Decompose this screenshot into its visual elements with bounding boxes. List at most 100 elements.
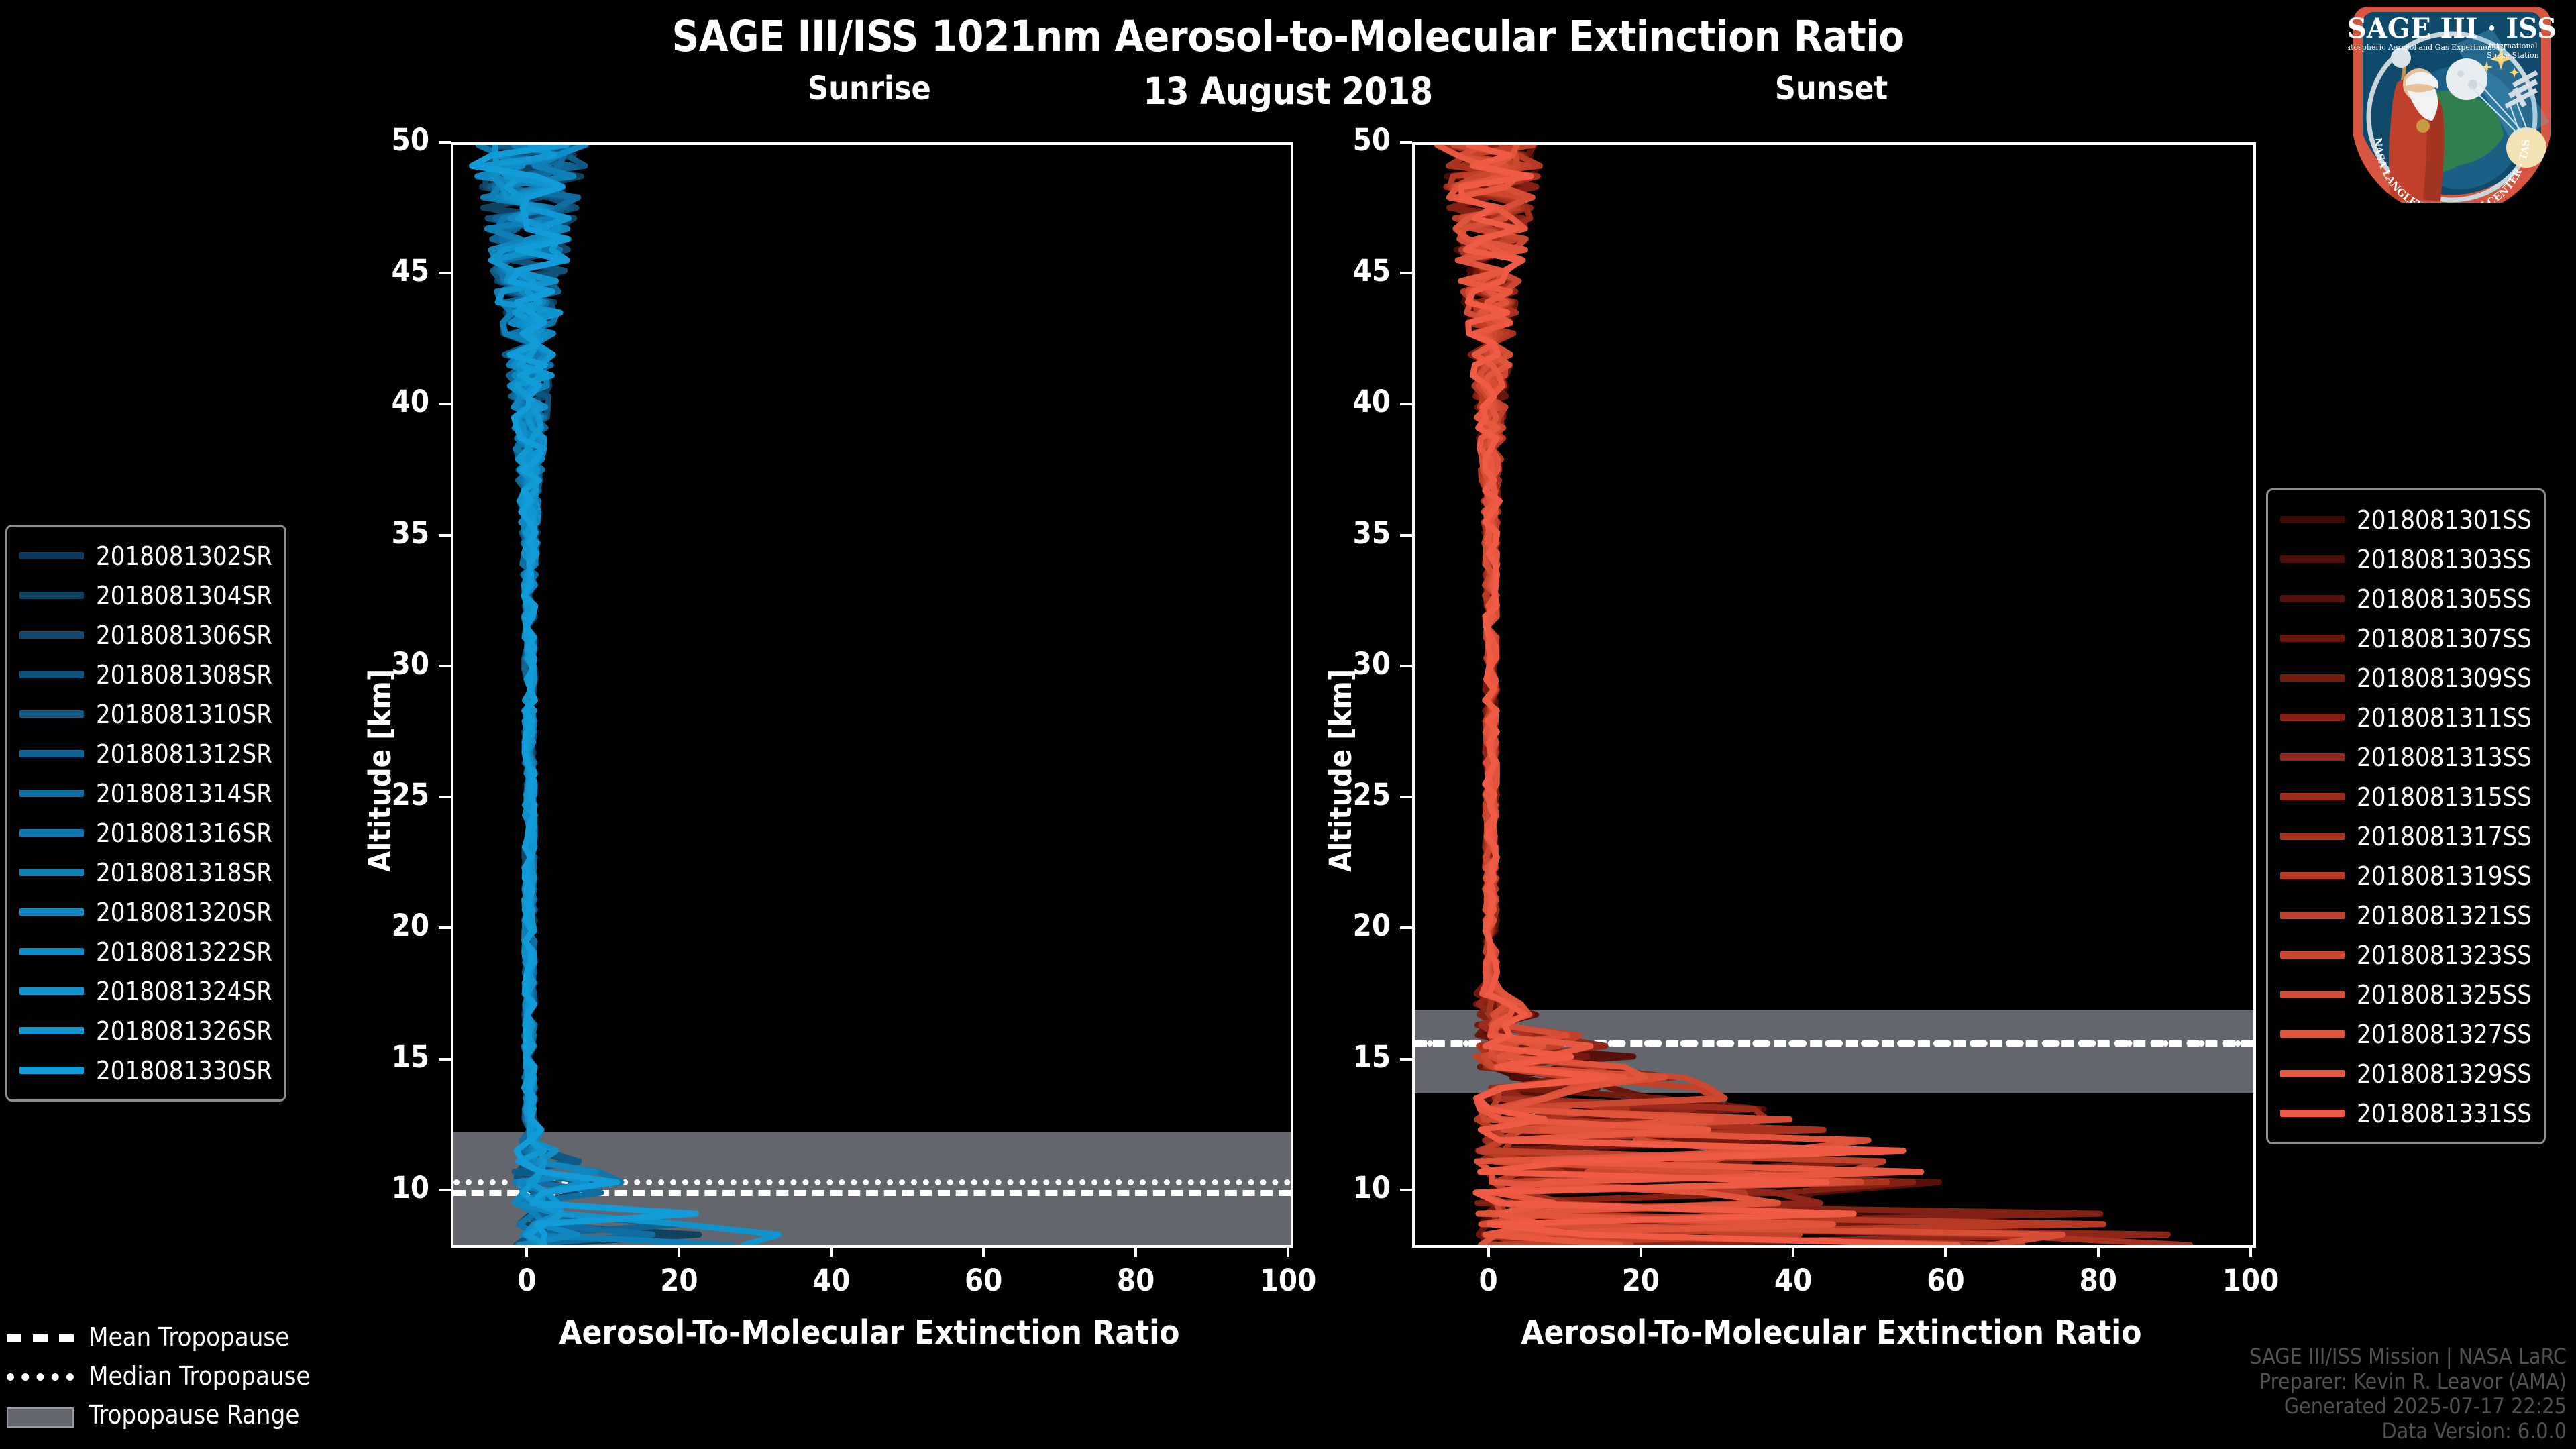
- legend-item[interactable]: 2018081303SS: [2280, 539, 2532, 579]
- legend-item-label: 2018081317SS: [2357, 821, 2532, 851]
- legend-item[interactable]: 2018081311SS: [2280, 698, 2532, 737]
- legend-item[interactable]: 2018081312SR: [19, 734, 272, 773]
- y-tick-mark: [439, 402, 451, 406]
- legend-item-label: 2018081322SR: [96, 936, 272, 967]
- legend-color-swatch: [19, 671, 84, 678]
- legend-item-label: 2018081323SS: [2357, 940, 2532, 970]
- legend-item[interactable]: 2018081304SR: [19, 576, 272, 615]
- legend-item[interactable]: 2018081318SR: [19, 853, 272, 892]
- legend-item[interactable]: 2018081308SR: [19, 655, 272, 694]
- legend-color-swatch: [2280, 1030, 2345, 1038]
- legend-item[interactable]: 2018081325SS: [2280, 975, 2532, 1014]
- legend-color-swatch: [19, 750, 84, 757]
- patch-title: SAGE III · ISS: [2348, 13, 2556, 44]
- tropopause-legend-item[interactable]: Mean Tropopause: [7, 1318, 310, 1356]
- x-tick-mark: [678, 1245, 681, 1257]
- y-tick-label: 10: [391, 1169, 429, 1205]
- legend-item-label: 2018081305SS: [2357, 584, 2532, 614]
- x-tick-mark: [1639, 1245, 1642, 1257]
- legend-item-label: 2018081310SR: [96, 699, 272, 729]
- y-tick-mark: [439, 926, 451, 930]
- x-tick-label: 40: [1774, 1263, 1813, 1298]
- y-tick-mark: [439, 533, 451, 537]
- x-tick-mark: [1487, 1245, 1490, 1257]
- footer-line-generated: Generated 2025-07-17 22:25: [2284, 1393, 2567, 1419]
- y-tick-mark: [1400, 533, 1412, 537]
- legend-color-swatch: [2280, 872, 2345, 879]
- y-tick-mark: [439, 796, 451, 799]
- footer-line-mission: SAGE III/ISS Mission | NASA LaRC: [2249, 1344, 2567, 1369]
- legend-item[interactable]: 2018081330SR: [19, 1051, 272, 1090]
- mean-tropopause-swatch: [7, 1331, 74, 1343]
- legend-color-swatch: [2280, 991, 2345, 998]
- x-tick-label: 20: [1621, 1263, 1660, 1298]
- legend-color-swatch: [19, 552, 84, 559]
- y-tick-mark: [1400, 926, 1412, 930]
- y-tick-label: 50: [391, 122, 429, 158]
- legend-color-swatch: [2280, 951, 2345, 959]
- legend-item[interactable]: 2018081301SS: [2280, 500, 2532, 539]
- patch-subtitle-right-2: Space Station: [2487, 51, 2538, 60]
- legend-item[interactable]: 2018081314SR: [19, 773, 272, 813]
- y-tick-label: 45: [391, 253, 429, 289]
- legend-color-swatch: [19, 790, 84, 797]
- x-tick-label: 60: [965, 1263, 1003, 1298]
- legend-item-label: 2018081301SS: [2357, 504, 2532, 535]
- legend-item[interactable]: 2018081331SS: [2280, 1093, 2532, 1133]
- legend-item[interactable]: 2018081315SS: [2280, 777, 2532, 816]
- y-tick-label: 35: [391, 515, 429, 551]
- legend-item[interactable]: 2018081307SS: [2280, 619, 2532, 658]
- profile-line: [469, 145, 699, 1245]
- tropopause-legend-item[interactable]: Median Tropopause: [7, 1356, 310, 1395]
- median-tropopause-line-sunrise: [453, 1179, 1291, 1186]
- legend-item[interactable]: 2018081319SS: [2280, 856, 2532, 896]
- legend-item[interactable]: 2018081326SR: [19, 1011, 272, 1051]
- legend-item-label: 2018081325SS: [2357, 979, 2532, 1010]
- legend-item[interactable]: 2018081305SS: [2280, 579, 2532, 619]
- legend-item[interactable]: 2018081321SS: [2280, 896, 2532, 935]
- legend-item[interactable]: 2018081320SR: [19, 892, 272, 932]
- legend-color-swatch: [2280, 1110, 2345, 1117]
- y-tick-label: 50: [1352, 122, 1391, 158]
- legend-item[interactable]: 2018081329SS: [2280, 1054, 2532, 1093]
- legend-item[interactable]: 2018081313SS: [2280, 737, 2532, 777]
- legend-item-label: 2018081311SS: [2357, 702, 2532, 733]
- y-tick-mark: [1400, 796, 1412, 799]
- y-tick-label: 40: [1352, 384, 1391, 420]
- sunset-plot-area: [1412, 142, 2256, 1248]
- legend-color-swatch: [19, 948, 84, 955]
- legend-item[interactable]: 2018081322SR: [19, 932, 272, 971]
- legend-color-swatch: [19, 908, 84, 916]
- legend-item[interactable]: 2018081309SS: [2280, 658, 2532, 698]
- legend-item[interactable]: 2018081302SR: [19, 536, 272, 576]
- tropopause-legend-item[interactable]: Tropopause Range: [7, 1395, 310, 1434]
- sunrise-panel-label: Sunrise: [808, 70, 931, 107]
- x-tick-label: 20: [660, 1263, 698, 1298]
- profile-line: [1446, 145, 2106, 1245]
- y-tick-label: 25: [1352, 777, 1391, 813]
- legend-item-label: 2018081314SR: [96, 778, 272, 808]
- legend-color-swatch: [2280, 555, 2345, 563]
- legend-item[interactable]: 2018081323SS: [2280, 935, 2532, 975]
- y-tick-label: 30: [1352, 645, 1391, 682]
- y-tick-label: 10: [1352, 1169, 1391, 1205]
- legend-item[interactable]: 2018081324SR: [19, 971, 272, 1011]
- tropopause-legend-label: Median Tropopause: [89, 1361, 311, 1391]
- profile-line: [1444, 145, 1960, 1245]
- y-tick-mark: [1400, 1188, 1412, 1191]
- legend-item[interactable]: 2018081316SR: [19, 813, 272, 853]
- legend-item[interactable]: 2018081317SS: [2280, 816, 2532, 856]
- footer-line-preparer: Preparer: Kevin R. Leavor (AMA): [2259, 1368, 2567, 1394]
- x-tick-mark: [1944, 1245, 1947, 1257]
- legend-item[interactable]: 2018081306SR: [19, 615, 272, 655]
- x-tick-mark: [830, 1245, 833, 1257]
- page-title: SAGE III/ISS 1021nm Aerosol-to-Molecular…: [672, 12, 1904, 61]
- x-tick-label: 40: [812, 1263, 851, 1298]
- tropopause-legend-label: Mean Tropopause: [89, 1322, 290, 1352]
- x-tick-mark: [1792, 1245, 1795, 1257]
- legend-item-label: 2018081315SS: [2357, 782, 2532, 812]
- legend-item[interactable]: 2018081310SR: [19, 694, 272, 734]
- mean-tropopause-line-sunset: [1415, 1040, 2253, 1047]
- x-tick-label: 80: [2079, 1263, 2117, 1298]
- legend-item[interactable]: 2018081327SS: [2280, 1014, 2532, 1054]
